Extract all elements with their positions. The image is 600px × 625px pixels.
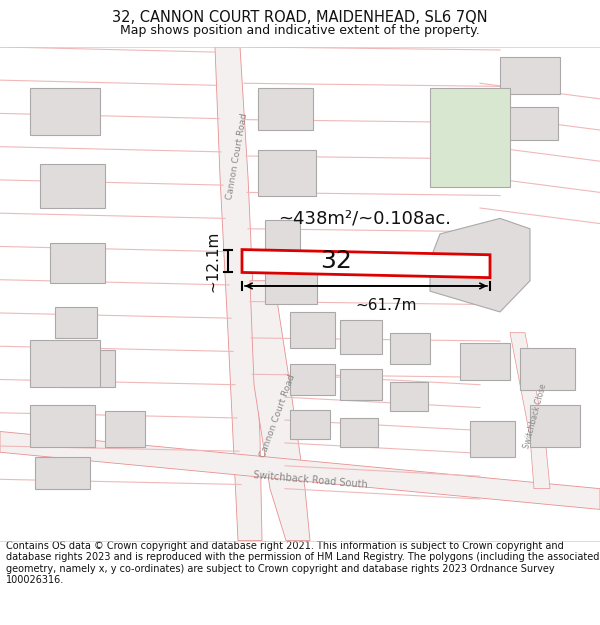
Bar <box>290 312 335 348</box>
Bar <box>105 411 145 447</box>
Bar <box>258 150 316 196</box>
Bar <box>35 458 90 489</box>
Bar <box>265 268 317 304</box>
Bar <box>290 364 335 395</box>
Bar <box>340 320 382 354</box>
Polygon shape <box>510 332 550 489</box>
Text: Contains OS data © Crown copyright and database right 2021. This information is : Contains OS data © Crown copyright and d… <box>6 541 599 586</box>
Bar <box>460 343 510 379</box>
Bar <box>430 89 510 188</box>
Text: Cannon Court Road: Cannon Court Road <box>225 112 249 200</box>
Bar <box>520 348 575 390</box>
Bar <box>60 351 115 387</box>
Text: 32: 32 <box>320 249 352 273</box>
Polygon shape <box>430 218 530 312</box>
Bar <box>55 307 97 338</box>
Bar <box>340 369 382 400</box>
Bar <box>503 107 558 141</box>
Text: ~61.7m: ~61.7m <box>355 298 417 313</box>
Text: Switchback Road South: Switchback Road South <box>253 471 368 491</box>
Bar <box>30 340 100 387</box>
Polygon shape <box>242 249 490 278</box>
Bar <box>390 382 428 411</box>
Bar <box>50 243 105 283</box>
Bar <box>40 164 105 208</box>
Bar <box>340 418 378 447</box>
Polygon shape <box>0 431 600 509</box>
Text: Switchback Close: Switchback Close <box>522 382 548 449</box>
Bar <box>290 409 330 439</box>
Text: 32, CANNON COURT ROAD, MAIDENHEAD, SL6 7QN: 32, CANNON COURT ROAD, MAIDENHEAD, SL6 7… <box>112 10 488 25</box>
Bar <box>390 332 430 364</box>
Bar <box>258 89 313 130</box>
Bar <box>530 406 580 447</box>
Polygon shape <box>250 281 310 541</box>
Text: ~12.1m: ~12.1m <box>205 231 220 292</box>
Bar <box>500 58 560 94</box>
Bar <box>265 221 300 252</box>
Bar <box>30 89 100 135</box>
Bar <box>470 421 515 457</box>
Text: ~438m²/~0.108ac.: ~438m²/~0.108ac. <box>278 209 452 227</box>
Polygon shape <box>215 47 262 541</box>
Text: Cannon Court Road: Cannon Court Road <box>259 373 297 459</box>
Text: Map shows position and indicative extent of the property.: Map shows position and indicative extent… <box>120 24 480 36</box>
Bar <box>30 406 95 447</box>
